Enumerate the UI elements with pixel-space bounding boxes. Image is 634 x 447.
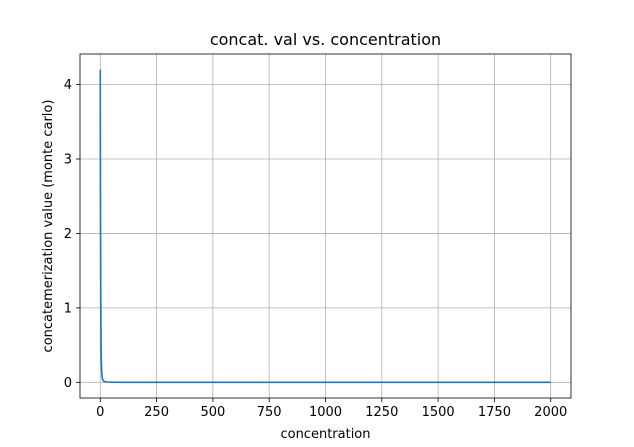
x-tick-label: 1250	[365, 405, 398, 420]
x-tick-label: 0	[96, 405, 104, 420]
x-tick-label: 1500	[422, 405, 455, 420]
y-tick-label: 3	[64, 152, 72, 167]
x-tick-label: 500	[200, 405, 225, 420]
x-tick-label: 1000	[309, 405, 342, 420]
x-tick-label: 250	[144, 405, 169, 420]
y-tick-label: 4	[64, 78, 72, 93]
y-tick-label: 1	[64, 301, 72, 316]
y-tick-label: 2	[64, 227, 72, 242]
y-tick-label: 0	[64, 376, 72, 391]
x-axis-label: concentration	[280, 427, 370, 442]
x-tick-label: 1750	[478, 405, 511, 420]
chart-title: concat. val vs. concentration	[210, 30, 441, 49]
series-line	[99, 69, 551, 384]
y-axis-label: concatemerization value (monte carlo)	[41, 100, 56, 353]
x-tick-label: 2000	[534, 405, 567, 420]
x-tick-label: 750	[257, 405, 282, 420]
